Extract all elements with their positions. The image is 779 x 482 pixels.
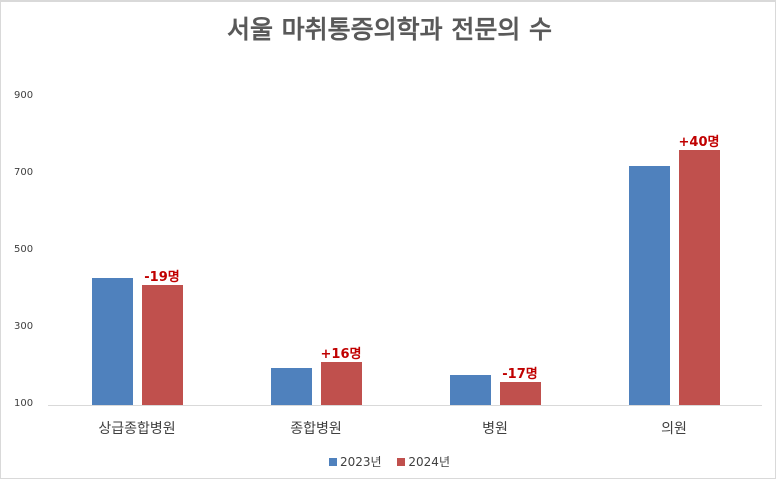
change-annotation: +40명 [678, 135, 720, 151]
x-category-label: 상급종합병원 [98, 421, 176, 437]
x-axis-line [48, 405, 762, 406]
y-tick-label: 500 [14, 244, 34, 255]
y-tick-label: 100 [14, 398, 34, 409]
bar-2023년-상급종합병원 [91, 277, 133, 405]
legend-label-2023: 2023년 [339, 455, 382, 469]
legend-item-2024: 2024년 [397, 453, 450, 470]
x-category-label: 종합병원 [290, 421, 342, 437]
y-tick-label: 700 [14, 167, 34, 178]
bar-2023년-병원 [449, 375, 491, 405]
legend-item-2023: 2023년 [328, 453, 382, 470]
legend-label-2024: 2024년 [408, 455, 450, 469]
change-annotation: -19명 [144, 269, 180, 285]
legend: 2023년 2024년 [0, 453, 779, 470]
bar-2024년-상급종합병원 [141, 284, 183, 405]
change-annotation: +16명 [320, 346, 362, 362]
bar-2023년-의원 [628, 165, 670, 405]
bar-2024년-의원 [678, 150, 720, 405]
change-annotation: -17명 [502, 366, 538, 382]
bar-2023년-종합병원 [270, 368, 312, 405]
x-category-label: 병원 [482, 421, 508, 437]
legend-swatch-2024 [397, 458, 406, 466]
legend-swatch-2023 [328, 458, 337, 466]
y-tick-label: 900 [14, 90, 34, 101]
bar-2024년-병원 [499, 381, 541, 405]
bar-2024년-종합병원 [320, 361, 362, 405]
y-tick-label: 300 [14, 321, 34, 332]
x-category-label: 의원 [661, 421, 687, 437]
chart-title: 서울 마취통증의학과 전문의 수 [226, 15, 553, 44]
